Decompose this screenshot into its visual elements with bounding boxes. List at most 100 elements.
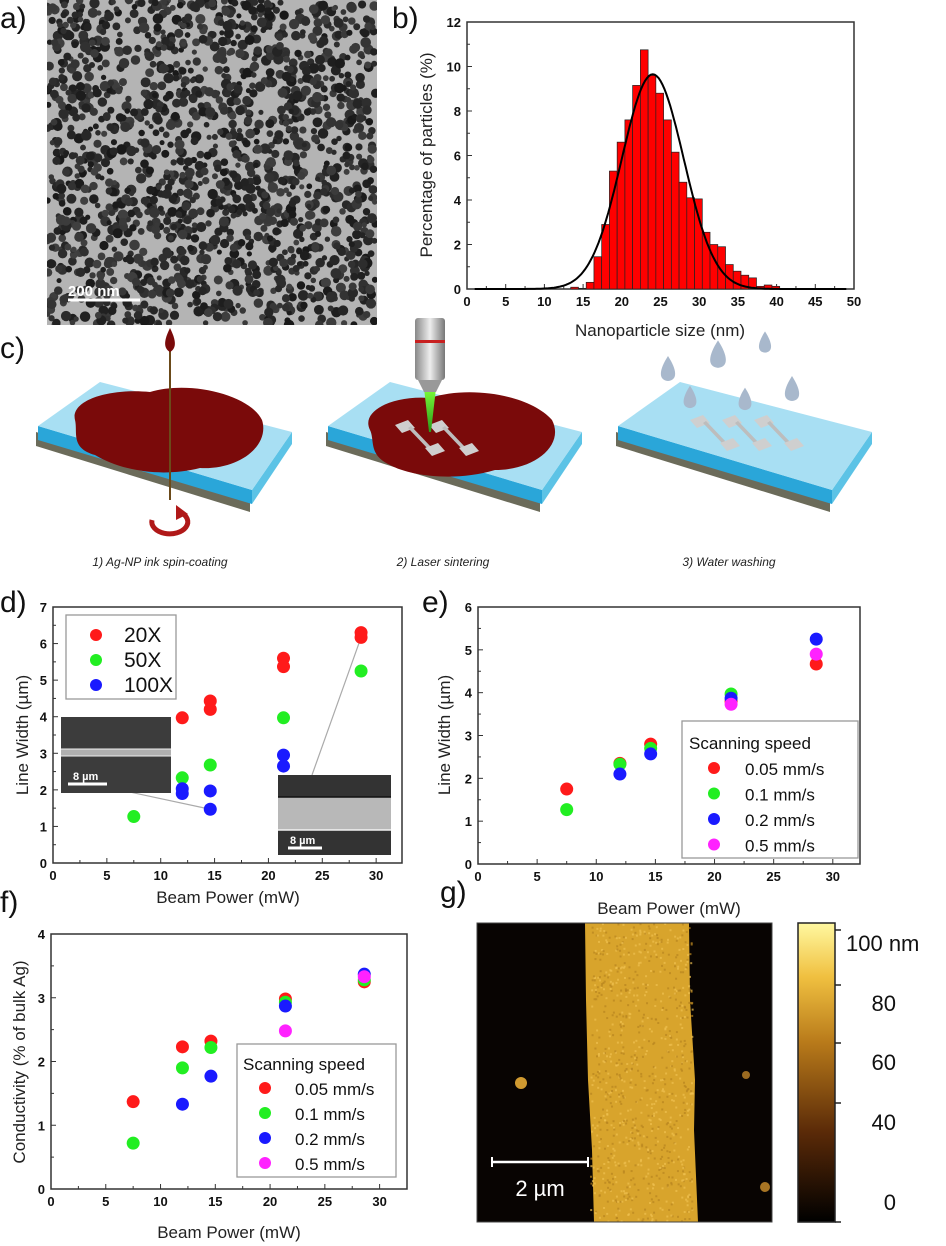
b-ylabel: Percentage of particles (%): [417, 52, 436, 257]
inset-leader-line: [311, 637, 362, 776]
tem-scale-label: 200 nm: [68, 283, 120, 300]
f-ylabel: Conductivity (% of bulk Ag): [10, 960, 29, 1163]
x-tick-label: 20: [707, 869, 721, 884]
data-point: [560, 782, 574, 796]
x-tick-label: 15: [648, 869, 662, 884]
y-tick-label: 2: [465, 771, 472, 786]
sintered-line: [408, 426, 432, 450]
y-tick-label: 4: [454, 193, 462, 208]
histogram-bar: [632, 85, 641, 290]
legend-marker: [708, 762, 720, 774]
histogram-bar: [694, 198, 703, 290]
data-point: [204, 1069, 218, 1083]
x-tick-label: 10: [589, 869, 603, 884]
y-tick-label: 8: [454, 104, 461, 119]
x-tick-label: 5: [103, 868, 110, 883]
substrate-step-3: [616, 382, 872, 512]
data-point: [277, 759, 291, 773]
legend-marker: [259, 1157, 271, 1169]
objective-lens-icon: [415, 318, 445, 380]
histogram-bar: [578, 287, 587, 290]
data-point: [203, 702, 217, 716]
slab-side-face: [252, 432, 292, 504]
rotation-arrowhead: [176, 505, 188, 520]
water-drop-icon: [738, 387, 752, 411]
y-tick-label: 4: [40, 710, 48, 725]
y-tick-label: 7: [40, 600, 47, 615]
x-tick-label: 10: [153, 868, 167, 883]
y-tick-label: 1: [38, 1118, 45, 1133]
y-tick-label: 12: [447, 15, 461, 30]
y-tick-label: 4: [38, 927, 46, 942]
histogram-bar: [748, 277, 757, 290]
x-tick-label: 45: [808, 294, 822, 309]
histogram-bar: [609, 170, 618, 290]
sintered-line: [442, 426, 466, 450]
legend-label: 0.05 mm/s: [295, 1080, 374, 1099]
panel-label-d: d): [0, 586, 27, 619]
ink-drop-icon: [165, 328, 175, 352]
rotation-arrow-icon: [149, 509, 191, 537]
legend-label: 20X: [124, 624, 161, 647]
data-point: [613, 757, 627, 771]
d-xlabel: Beam Power (mW): [156, 888, 300, 907]
inset-leader-line: [124, 790, 211, 810]
y-tick-label: 2: [38, 1055, 45, 1070]
data-point: [357, 970, 371, 984]
slab-side-face: [832, 432, 872, 504]
colorbar-ticks: 100 nm 80 60 40 0: [835, 929, 919, 1223]
y-tick-label: 3: [38, 991, 45, 1006]
water-drop-icon: [784, 376, 800, 401]
silver-line: [703, 421, 727, 445]
data-point: [126, 1136, 140, 1150]
data-point: [809, 647, 823, 661]
colorbar-tick-label: 100 nm: [846, 931, 919, 956]
y-tick-label: 2: [454, 238, 461, 253]
x-tick-label: 15: [207, 868, 221, 883]
laser-beam: [424, 388, 436, 432]
legend-marker: [90, 629, 102, 641]
histogram-bar: [686, 197, 695, 290]
legend-label: 0.5 mm/s: [295, 1155, 365, 1174]
data-point: [613, 767, 627, 781]
legend-marker: [708, 787, 720, 800]
data-point: [175, 1040, 189, 1054]
y-tick-label: 3: [40, 746, 47, 761]
afm-image: [477, 923, 772, 1222]
step-label-2: 2) Laser sintering: [396, 555, 490, 569]
inset-scale-label: 8 µm: [73, 771, 99, 783]
x-tick-label: 10: [537, 294, 551, 309]
colorbar-tick-label: 40: [872, 1110, 896, 1135]
data-point: [560, 803, 574, 817]
x-tick-label: 20: [263, 1194, 277, 1209]
y-tick-label: 6: [40, 637, 47, 652]
y-tick-label: 0: [454, 282, 461, 297]
slab-front-face: [618, 426, 832, 504]
y-tick-label: 5: [465, 643, 472, 658]
objective-tip: [418, 380, 442, 392]
ink-layer: [368, 392, 556, 477]
histogram-bar: [670, 151, 680, 290]
x-tick-label: 20: [261, 868, 275, 883]
x-tick-label: 20: [615, 294, 629, 309]
afm-scale-bar: [491, 1157, 589, 1167]
y-tick-label: 0: [38, 1182, 45, 1197]
legend-label: 0.2 mm/s: [745, 811, 815, 830]
legend-label: 0.1 mm/s: [295, 1105, 365, 1124]
histogram-bar: [601, 224, 610, 290]
afm-scale-label: 2 µm: [515, 1176, 564, 1201]
f-xlabel: Beam Power (mW): [157, 1223, 301, 1242]
electrode-pad: [752, 438, 772, 451]
legend-label: 50X: [124, 649, 161, 672]
panel-label-e: e): [422, 586, 449, 619]
slab-side-face: [542, 432, 582, 504]
objective-red-band: [415, 340, 445, 343]
data-point: [354, 630, 368, 644]
x-tick-label: 25: [318, 1194, 332, 1209]
data-point: [175, 771, 189, 785]
legend-title: Scanning speed: [689, 734, 811, 753]
legend-label: 0.2 mm/s: [295, 1130, 365, 1149]
e-xlabel: Beam Power (mW): [597, 899, 741, 918]
silver-line: [735, 421, 759, 445]
step-label-3: 3) Water washing: [682, 555, 775, 569]
